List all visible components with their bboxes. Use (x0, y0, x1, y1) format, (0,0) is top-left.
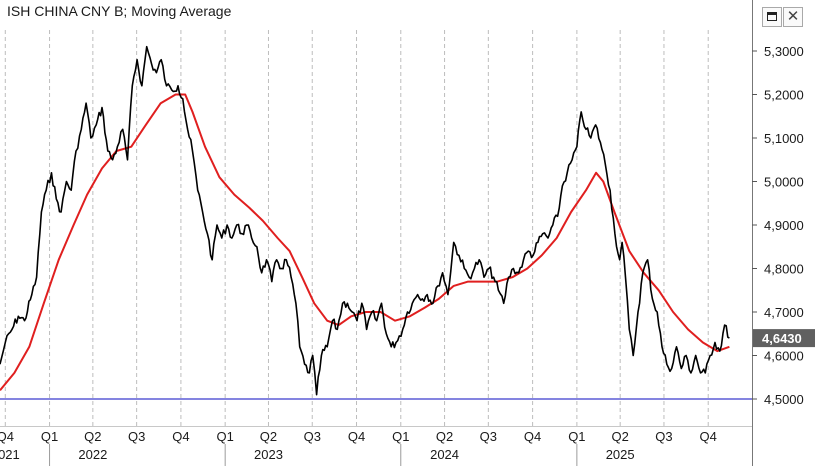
price-line (0, 45, 730, 396)
y-tick-label: 5,0000 (764, 175, 804, 190)
x-tick-label-quarter: Q3 (128, 429, 145, 444)
last-value-box (753, 329, 815, 348)
x-tick-label-quarter: Q4 (700, 429, 717, 444)
x-tick-label-quarter: Q3 (304, 429, 321, 444)
x-tick-label-quarter: Q4 (348, 429, 365, 444)
maximize-button[interactable] (762, 7, 782, 27)
x-tick-label-quarter: Q2 (611, 429, 628, 444)
x-tick-label-year: 2023 (254, 447, 283, 462)
grid (4, 30, 709, 426)
x-tick-label-quarter: Q1 (41, 429, 58, 444)
x-tick-label-quarter: Q4 (524, 429, 541, 444)
x-tick-label-quarter: Q2 (260, 429, 277, 444)
close-icon: ✕ (786, 8, 800, 25)
y-tick-label: 5,2000 (764, 88, 804, 103)
maximize-icon (767, 12, 777, 21)
last-value-layer: 4,6430 (753, 329, 815, 348)
x-tick-label-quarter: Q1 (216, 429, 233, 444)
y-tick-label: 4,7000 (764, 305, 804, 320)
x-tick-label-quarter: Q4 (172, 429, 189, 444)
chart-title: ISH CHINA CNY B; Moving Average (7, 3, 232, 19)
y-tick-label: 4,5000 (764, 392, 804, 407)
y-tick-label: 4,8000 (764, 262, 804, 277)
x-tick-label-year: 2021 (0, 447, 20, 462)
year-separators (49, 444, 578, 466)
price-layer (0, 45, 730, 396)
x-tick-label-year: 2025 (606, 447, 635, 462)
y-tick-label: 5,3000 (764, 44, 804, 59)
y-tick-label: 4,9000 (764, 218, 804, 233)
x-tick-label-quarter: Q1 (392, 429, 409, 444)
x-tick-label-quarter: Q1 (568, 429, 585, 444)
x-tick-label-year: 2022 (78, 447, 107, 462)
x-tick-label-quarter: Q2 (84, 429, 101, 444)
x-tick-label-year: 2024 (430, 447, 459, 462)
x-tick-label-quarter: Q3 (655, 429, 672, 444)
last-value-label: 4,6430 (762, 331, 802, 346)
y-tick-label: 5,1000 (764, 131, 804, 146)
x-tick-label-quarter: Q2 (436, 429, 453, 444)
x-tick-label-quarter: Q3 (480, 429, 497, 444)
x-tick-label-quarter: Q4 (0, 429, 14, 444)
y-tick-label: 4,6000 (764, 349, 804, 364)
close-button[interactable]: ✕ (783, 7, 803, 27)
